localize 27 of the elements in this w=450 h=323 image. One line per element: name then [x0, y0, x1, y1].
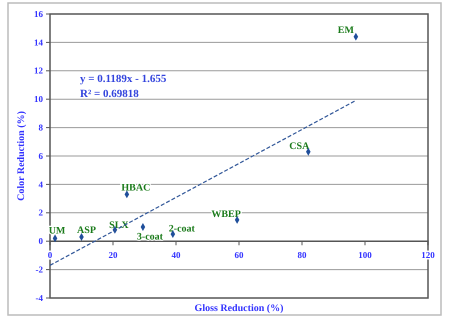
annotation: 2-coat	[168, 223, 196, 234]
annotation: EM	[338, 25, 354, 36]
y-tick-label: 4	[38, 179, 44, 190]
x-tick-label: 80	[298, 250, 307, 260]
y-tick-label: 2	[38, 208, 44, 218]
annotation: WBEP	[211, 209, 241, 220]
y-tick-label: 6	[38, 150, 44, 161]
y-tick-label: 8	[38, 122, 44, 132]
y-tick-label: -2	[36, 264, 44, 274]
x-tick-label: 40	[172, 250, 181, 260]
annotation: HBAC	[121, 182, 150, 194]
y-tick-label: 16	[34, 8, 44, 19]
y-tick-label: 14	[34, 37, 44, 48]
y-axis-title: Color Reduction (%)	[16, 111, 27, 201]
x-tick-label: 60	[234, 250, 244, 260]
annotation: ASP	[77, 225, 96, 236]
annotation: R² = 0.69818	[80, 88, 140, 100]
annotation: 3-coat	[136, 231, 164, 242]
x-axis-title: Gloss Reduction (%)	[194, 303, 284, 314]
x-tick-label: 20	[108, 250, 118, 260]
annotation: CSA	[289, 141, 310, 152]
y-tick-label: -4	[36, 292, 44, 303]
x-tick-label: 100	[358, 250, 372, 260]
y-tick-label: 0	[38, 236, 44, 246]
annotation: y = 0.1189x - 1.655	[80, 73, 167, 85]
y-tick-label: 10	[34, 94, 44, 104]
y-tick-label: 12	[34, 66, 44, 76]
